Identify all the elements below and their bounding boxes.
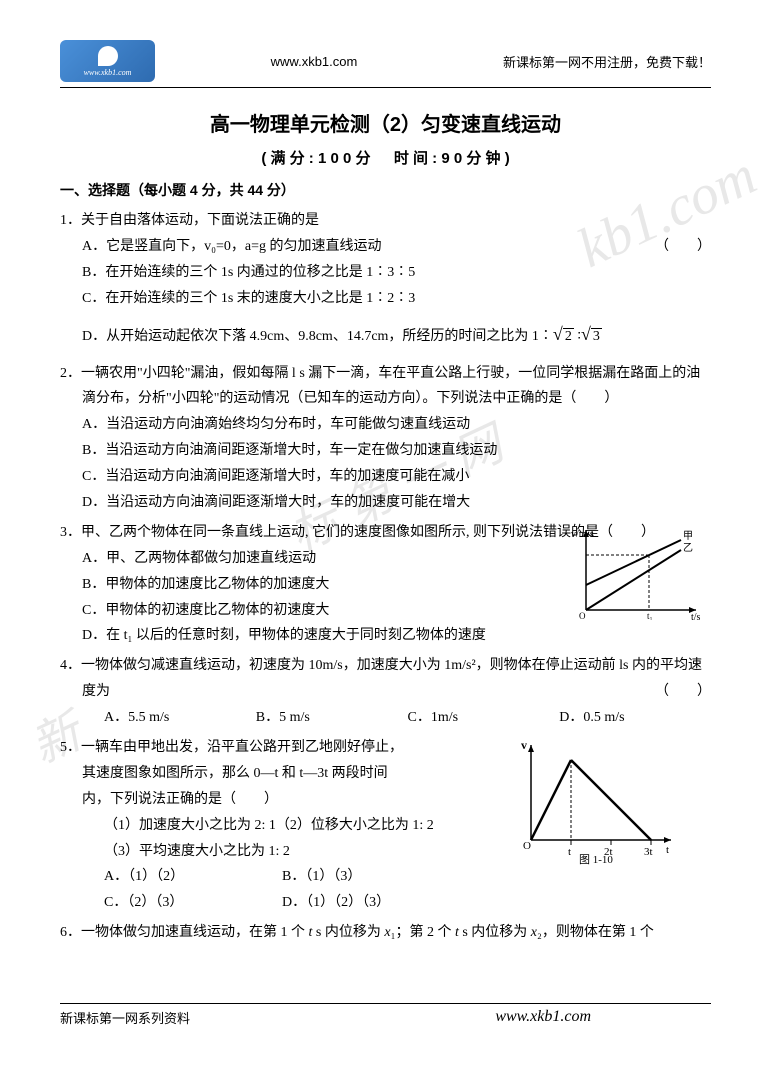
q4-option-d: D．0.5 m/s <box>559 705 711 731</box>
q5-options-row2: C．（2）（3） D．（1）（2）（3） <box>60 890 460 916</box>
q2-option-a: A．当沿运动方向油滴始终均匀分布时，车可能做匀速直线运动 <box>60 412 711 438</box>
q5-option-d: D．（1）（2）（3） <box>282 890 460 916</box>
svg-text:3t: 3t <box>644 846 653 858</box>
svg-text:图 1-10: 图 1-10 <box>579 853 613 865</box>
question-1: 1．关于自由落体运动，下面说法正确的是 （ ） A．它是竖直向下，v₀=0，a=… <box>60 208 711 357</box>
section-heading: 一、选择题（每小题 4 分，共 44 分） <box>60 180 711 200</box>
q4-stem: 4．一物体做匀减速直线运动，初速度为 10m/s，加速度大小为 1m/s²，则物… <box>60 653 711 705</box>
q1-option-d: D．从开始运动起依次下落 4.9cm、9.8cm、14.7cm，所经历的时间之比… <box>60 312 711 357</box>
q3-option-b: B．甲物体的加速度比乙物体的加速度大 <box>60 572 520 598</box>
svg-text:乙: 乙 <box>683 542 693 554</box>
q5-option-c: C．（2）（3） <box>104 890 282 916</box>
q4-option-c: C．1m/s <box>408 705 560 731</box>
svg-text:t: t <box>568 846 571 858</box>
footer-url: www.xkb1.com <box>495 1008 591 1027</box>
q1-option-a: A．它是竖直向下，v₀=0，a=g 的匀加速直线运动 <box>60 234 711 260</box>
q5-option-a: A．（1）（2） <box>104 864 282 890</box>
q5-line2: 其速度图象如图所示，那么 0—t 和 t—3t 两段时间 <box>60 761 520 787</box>
q5-option-b: B．（1）（3） <box>282 864 460 890</box>
page-header: www.xkb1.com www.xkb1.com 新课标第一网不用注册，免费下… <box>60 40 711 88</box>
question-5: 5．一辆车由甲地出发，沿平直公路开到乙地刚好停止， 其速度图象如图所示，那么 0… <box>60 735 711 916</box>
q1-stem: 1．关于自由落体运动，下面说法正确的是 <box>60 208 711 234</box>
logo: www.xkb1.com <box>60 40 155 82</box>
q2-option-b: B．当沿运动方向油滴间距逐渐增大时，车一定在做匀加速直线运动 <box>60 438 711 464</box>
q5-figure: t 2t 3t O v t 图 1-10 <box>511 735 681 865</box>
question-6: 6．一物体做匀加速直线运动，在第 1 个 t s 内位移为 x₁；第 2 个 t… <box>60 920 711 946</box>
q4-option-b: B．5 m/s <box>256 705 408 731</box>
svg-text:甲: 甲 <box>683 531 693 542</box>
svg-text:O: O <box>579 611 586 620</box>
q3-figure: v/m·s t/s t₁ 甲 乙 O <box>571 525 701 620</box>
q1-option-b: B．在开始连续的三个 1s 内通过的位移之比是 1∶3∶5 <box>60 260 711 286</box>
header-note: 新课标第一网不用注册，免费下载！ <box>503 52 711 71</box>
q5-line3: 内，下列说法正确的是（ ） <box>60 787 520 813</box>
logo-url: www.xkb1.com <box>84 68 132 77</box>
q5-subopt-1-2: （1）加速度大小之比为 2: 1（2）位移大小之比为 1: 2 <box>60 813 520 839</box>
question-4: 4．一物体做匀减速直线运动，初速度为 10m/s，加速度大小为 1m/s²，则物… <box>60 653 711 731</box>
q3-option-a: A．甲、乙两物体都做匀加速直线运动 <box>60 546 520 572</box>
q4-option-a: A．5.5 m/s <box>104 705 256 731</box>
q4-stem-text: 4．一物体做匀减速直线运动，初速度为 10m/s，加速度大小为 1m/s²，则物… <box>60 658 702 699</box>
q5-stem: 5．一辆车由甲地出发，沿平直公路开到乙地刚好停止， <box>60 735 520 761</box>
q3-option-d: D．在 t₁ 以后的任意时刻，甲物体的速度大于同时刻乙物体的速度 <box>60 623 520 649</box>
answer-blank: （ ） <box>655 234 711 260</box>
header-url: www.xkb1.com <box>271 54 358 69</box>
svg-text:O: O <box>523 840 531 852</box>
question-3: 3．甲、乙两个物体在同一条直线上运动, 它们的速度图像如图所示, 则下列说法错误… <box>60 520 711 649</box>
q6-stem: 6．一物体做匀加速直线运动，在第 1 个 t s 内位移为 x₁；第 2 个 t… <box>60 920 711 946</box>
q1-option-c: C．在开始连续的三个 1s 末的速度大小之比是 1∶2∶3 <box>60 286 711 312</box>
q5-subopt-3: （3）平均速度大小之比为 1: 2 <box>60 839 520 865</box>
page-title: 高一物理单元检测（2）匀变速直线运动 <box>60 108 711 137</box>
q2-option-d: D．当沿运动方向油滴间距逐渐增大时，车的加速度可能在增大 <box>60 490 711 516</box>
svg-text:v/m·s: v/m·s <box>571 529 594 540</box>
q2-option-c: C．当沿运动方向油滴间距逐渐增大时，车的加速度可能在减小 <box>60 464 711 490</box>
q3-option-c: C．甲物体的初速度比乙物体的初速度大 <box>60 598 520 624</box>
svg-text:t: t <box>666 844 669 856</box>
svg-text:v: v <box>521 738 527 752</box>
q2-stem: 2．一辆农用"小四轮"漏油，假如每隔 l s 漏下一滴，车在平直公路上行驶，一位… <box>60 361 711 413</box>
answer-blank: （ ） <box>677 679 711 705</box>
svg-text:t/s: t/s <box>691 612 701 620</box>
page-subtitle: ( 满 分 : 1 0 0 分 时 间 : 9 0 分 钟 ) <box>60 147 711 168</box>
footer-left: 新课标第一网系列资料 <box>60 1008 190 1027</box>
q4-options: A．5.5 m/s B．5 m/s C．1m/s D．0.5 m/s <box>60 705 711 731</box>
page-footer: 新课标第一网系列资料 www.xkb1.com <box>60 1003 711 1027</box>
svg-text:t₁: t₁ <box>647 611 653 620</box>
question-2: 2．一辆农用"小四轮"漏油，假如每隔 l s 漏下一滴，车在平直公路上行驶，一位… <box>60 361 711 516</box>
q5-options-row1: A．（1）（2） B．（1）（3） <box>60 864 460 890</box>
